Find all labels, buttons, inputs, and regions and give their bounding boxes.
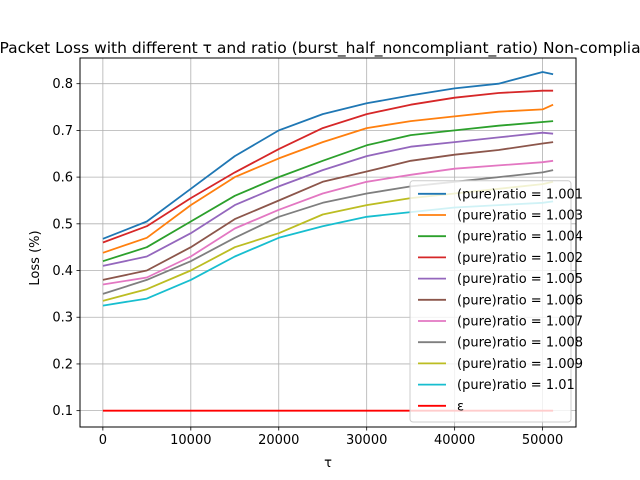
legend-label-10: ε xyxy=(457,399,464,414)
legend-label-7: (pure)ratio = 1.008 xyxy=(457,336,583,351)
legend-label-6: (pure)ratio = 1.007 xyxy=(457,315,583,330)
legend-label-5: (pure)ratio = 1.006 xyxy=(457,293,583,308)
y-tick-label: 0.4 xyxy=(52,264,73,279)
x-tick-label: 30000 xyxy=(346,433,387,448)
y-tick-label: 0.7 xyxy=(52,124,73,139)
y-axis-label: Loss (%) xyxy=(28,230,43,285)
y-tick-label: 0.2 xyxy=(52,357,73,372)
y-tick-label: 0.8 xyxy=(52,77,73,92)
ticks: 0 10000 20000 30000 40000 50000 0.1 0.2 0.3 0.4 0.… xyxy=(52,77,563,448)
plot-frame xyxy=(79,57,577,428)
y-tick-label: 0.1 xyxy=(52,404,73,419)
series-line-4 xyxy=(102,131,554,267)
x-tick-label: 10000 xyxy=(170,433,211,448)
legend-label-1: (pure)ratio = 1.003 xyxy=(457,209,583,224)
x-tick-label: 0 xyxy=(99,433,107,448)
legend-label-2: (pure)ratio = 1.004 xyxy=(457,230,583,245)
chart-title: Packet Loss with different τ and ratio (… xyxy=(0,39,640,58)
series-line-3 xyxy=(102,89,554,244)
y-tick-label: 0.5 xyxy=(52,217,73,232)
x-axis-label: τ xyxy=(324,456,332,471)
legend-box xyxy=(409,180,572,423)
x-tick-label: 40000 xyxy=(434,433,475,448)
legend-label-9: (pure)ratio = 1.01 xyxy=(457,378,575,393)
legend-label-4: (pure)ratio = 1.005 xyxy=(457,272,583,287)
legend: (pure)ratio = 1.001 (pure)ratio = 1.003 (p… xyxy=(409,180,583,423)
y-tick-label: 0.6 xyxy=(52,171,73,186)
series-line-1 xyxy=(102,103,554,254)
series-line-7 xyxy=(102,169,554,295)
y-tick-label: 0.3 xyxy=(52,311,73,326)
legend-label-3: (pure)ratio = 1.002 xyxy=(457,251,583,266)
legend-label-8: (pure)ratio = 1.009 xyxy=(457,357,583,372)
legend-label-0: (pure)ratio = 1.001 xyxy=(457,187,583,202)
x-tick-label: 20000 xyxy=(258,433,299,448)
series-line-0 xyxy=(102,71,554,240)
x-tick-label: 50000 xyxy=(522,433,563,448)
series-line-6 xyxy=(102,159,554,286)
series-line-2 xyxy=(102,120,554,263)
series-line-5 xyxy=(102,141,554,281)
